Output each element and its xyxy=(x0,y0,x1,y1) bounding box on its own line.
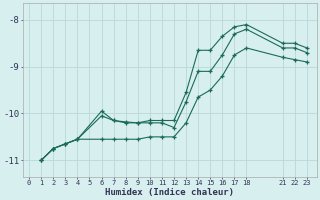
X-axis label: Humidex (Indice chaleur): Humidex (Indice chaleur) xyxy=(105,188,234,197)
